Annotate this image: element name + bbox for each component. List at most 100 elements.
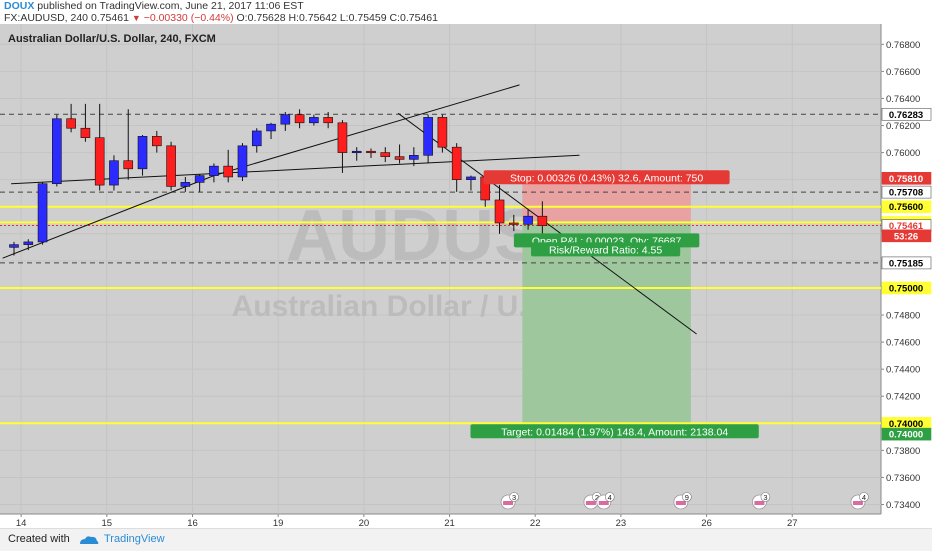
trendline[interactable] [2, 175, 215, 259]
candle[interactable] [294, 109, 305, 129]
x-tick-label: 23 [616, 518, 627, 528]
economic-event-marker[interactable]: 4 [850, 492, 869, 510]
candle[interactable] [251, 128, 262, 153]
footer-bar: Created with TradingView [0, 528, 932, 551]
event-count: 3 [512, 493, 516, 502]
candle[interactable] [494, 185, 505, 234]
candle[interactable] [166, 141, 176, 191]
candle[interactable] [380, 147, 391, 163]
candle[interactable] [152, 130, 162, 153]
y-tick-label: 0.76800 [886, 40, 920, 51]
candle[interactable] [423, 114, 433, 164]
symbol-label[interactable]: FX:AUDUSD, 240 [4, 12, 89, 24]
candle[interactable] [394, 144, 405, 164]
trendline[interactable] [213, 84, 520, 177]
candle[interactable] [9, 241, 19, 256]
candle[interactable] [180, 176, 191, 192]
price-badge: 53:26 [881, 229, 932, 242]
candle-body [280, 114, 291, 125]
tradingview-cloud-icon[interactable] [78, 534, 100, 546]
candle[interactable] [109, 155, 119, 191]
candle[interactable] [323, 111, 333, 129]
price-chart[interactable]: AUDUSD Australian Dollar / U.S. Dollar S… [0, 24, 932, 528]
chart-header: DOUX published on TradingView.com, June … [0, 0, 932, 24]
trendlines[interactable] [2, 84, 697, 335]
candle[interactable] [52, 114, 62, 187]
economic-event-marker[interactable]: 4 [596, 492, 615, 510]
candle-body [180, 182, 191, 187]
event-count: 3 [763, 493, 767, 502]
candle[interactable] [409, 147, 419, 167]
candle[interactable] [437, 114, 448, 153]
candle[interactable] [66, 103, 76, 133]
candle[interactable] [94, 103, 105, 191]
y-tick-label: 0.76000 [886, 148, 920, 159]
candle[interactable] [280, 111, 291, 131]
risk-reward-label-bg [531, 242, 681, 257]
candle-body [94, 137, 105, 186]
candle[interactable] [309, 114, 319, 126]
candle[interactable] [194, 174, 205, 192]
candle[interactable] [508, 214, 519, 232]
economic-event-marker[interactable]: 9 [673, 492, 692, 510]
economic-event-marker[interactable]: 3 [752, 492, 771, 510]
price-badge-text: 0.74000 [889, 419, 923, 430]
candle[interactable] [366, 148, 376, 159]
price-badge-text: 53:26 [894, 231, 918, 242]
event-flag-stripe [754, 501, 765, 505]
candle[interactable] [209, 163, 219, 183]
candle-body [9, 244, 19, 248]
candle-body [494, 199, 505, 224]
candle[interactable] [351, 147, 362, 161]
candles[interactable] [9, 103, 548, 256]
candle[interactable] [223, 149, 233, 183]
candle[interactable] [137, 134, 148, 176]
candle-body [209, 165, 219, 176]
y-tick-label: 0.76200 [886, 121, 920, 132]
candle[interactable] [37, 182, 48, 245]
y-tick-label: 0.74800 [886, 311, 920, 322]
down-triangle-icon: ▼ [131, 13, 141, 23]
price-badge-text: 0.75185 [889, 258, 924, 269]
trendline[interactable] [397, 112, 697, 335]
candle[interactable] [523, 209, 533, 230]
event-flag-stripe [852, 501, 863, 505]
candle-body [237, 145, 248, 178]
published-text: published on TradingView.com, June 21, 2… [37, 0, 304, 12]
candle[interactable] [23, 239, 34, 251]
price-badge-bg [881, 107, 932, 121]
x-tick-label: 16 [187, 518, 198, 528]
candle[interactable] [451, 143, 462, 192]
event-count-bubble [509, 492, 519, 502]
x-tick-label: 22 [530, 518, 541, 528]
trendline[interactable] [11, 154, 580, 185]
event-count: 2 [595, 493, 599, 502]
last-price: 0.75461 [90, 12, 129, 24]
price-badge: 0.75708 [881, 185, 932, 199]
candle-body [137, 136, 148, 170]
candle[interactable] [123, 109, 134, 180]
candle-body [80, 127, 91, 139]
publisher-name[interactable]: DOUX [4, 0, 35, 12]
x-tick-label: 26 [701, 518, 712, 528]
stop-loss-zone[interactable] [522, 178, 691, 223]
created-with-text: Created with [8, 533, 70, 545]
candle-body [152, 136, 162, 147]
candle-body [52, 118, 62, 185]
candle[interactable] [266, 122, 276, 140]
event-count-bubble [604, 492, 615, 502]
candle-body [266, 123, 276, 132]
time-axis[interactable]: 14 15 16 19 20 21 22 23 26 27 [16, 514, 798, 528]
tradingview-brand-link[interactable]: TradingView [104, 533, 165, 545]
candle-body [523, 215, 533, 225]
economic-event-marker[interactable]: 3 [500, 492, 519, 510]
candle[interactable] [80, 103, 91, 142]
candle[interactable] [466, 175, 476, 191]
candle[interactable] [237, 143, 248, 182]
candle-body [409, 154, 419, 160]
candle[interactable] [337, 120, 348, 173]
horizontal-levels[interactable] [0, 113, 881, 425]
candle-body [337, 122, 348, 153]
position-zones[interactable] [522, 178, 691, 424]
